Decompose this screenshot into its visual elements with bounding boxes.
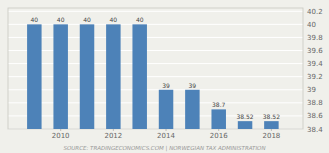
bar [132, 24, 146, 129]
y-tick-label: 39.8 [307, 34, 323, 42]
bar [106, 24, 120, 129]
x-tick [166, 129, 167, 131]
data-label: 40 [110, 16, 118, 23]
data-label: 39 [162, 82, 170, 89]
bar [264, 121, 278, 129]
grid-line [8, 63, 303, 64]
y-tick-label: 38.6 [307, 112, 323, 120]
grid-line [8, 102, 303, 103]
bar [80, 24, 94, 129]
x-tick-label: 2010 [52, 132, 70, 140]
bar [238, 121, 252, 129]
grid-line [8, 76, 303, 77]
data-label: 40 [31, 16, 39, 23]
grid-line [8, 50, 303, 51]
y-tick-label: 38.8 [307, 99, 323, 107]
x-tick-label: 2014 [157, 132, 175, 140]
x-tick [218, 129, 219, 131]
chart: 38.4 38.6 38.8 39 39.2 39.4 39.6 39.8 40 40.2 40 40… [0, 0, 329, 153]
plot-frame [8, 8, 303, 129]
x-tick [271, 129, 272, 131]
background [0, 0, 329, 153]
bar [159, 90, 173, 129]
bars [27, 24, 279, 129]
x-tick [60, 129, 61, 131]
data-label: 40 [57, 16, 65, 23]
grid-line [8, 89, 303, 90]
y-tick-label: 40 [307, 21, 316, 29]
bar [27, 24, 41, 129]
y-tick-label: 39.4 [307, 60, 323, 68]
data-label: 40 [83, 16, 91, 23]
bar [53, 24, 67, 129]
y-tick-label: 39 [307, 86, 316, 94]
grid-line [8, 24, 303, 25]
data-label: 40 [136, 16, 144, 23]
bar [211, 109, 225, 129]
y-tick-label: 39.6 [307, 47, 323, 55]
grid-line [8, 11, 303, 12]
data-label: 38.52 [263, 113, 280, 120]
grid-line [8, 37, 303, 38]
data-label: 38.52 [236, 113, 253, 120]
x-tick-label: 2018 [262, 132, 280, 140]
data-label: 39 [189, 82, 197, 89]
source-text: SOURCE: TRADINGECONOMICS.COM | NORWEGIAN… [63, 145, 265, 152]
bar [185, 90, 199, 129]
data-label: 38.7 [212, 101, 226, 108]
grid-line [8, 115, 303, 116]
y-tick-label: 39.2 [307, 73, 323, 81]
y-tick-label: 40.2 [307, 8, 323, 16]
x-tick [113, 129, 114, 131]
x-tick-label: 2016 [210, 132, 228, 140]
x-tick-label: 2012 [104, 132, 122, 140]
y-tick-label: 38.4 [307, 126, 323, 134]
